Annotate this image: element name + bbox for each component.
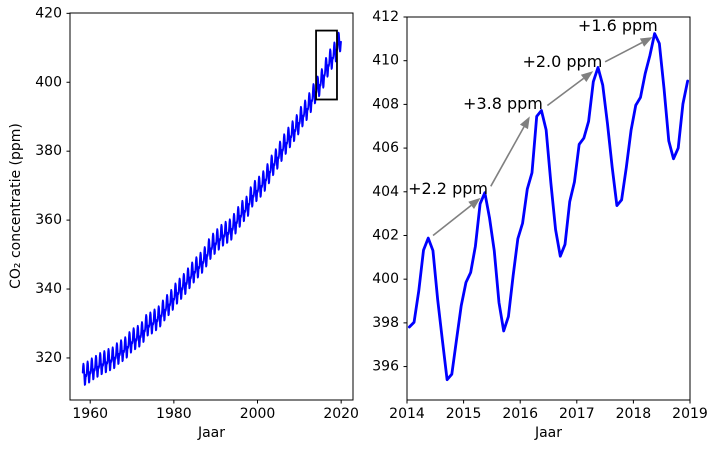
annual-increase-arrow xyxy=(604,41,643,63)
arrowhead xyxy=(468,197,481,209)
annual-increase-arrow xyxy=(490,126,525,187)
y-tick-label: 412 xyxy=(372,9,399,25)
y-tick-label: 398 xyxy=(372,315,399,331)
y-tick-label: 420 xyxy=(35,5,62,21)
y-tick-label: 360 xyxy=(35,212,62,228)
y-tick-label: 400 xyxy=(372,271,399,287)
x-tick-label: 2014 xyxy=(389,406,425,422)
y-tick-label: 380 xyxy=(35,143,62,159)
keeling-curve-line xyxy=(81,31,342,386)
annual-increase-arrow xyxy=(546,77,585,107)
x-tick-label: 2017 xyxy=(559,406,595,422)
arrowhead xyxy=(639,37,653,47)
co2-zoom-line xyxy=(407,32,690,382)
y-axis-label-left: CO₂ concentratie (ppm) xyxy=(8,123,24,289)
y-tick-label: 410 xyxy=(372,53,399,69)
y-tick-label: 320 xyxy=(35,350,62,366)
x-tick-label: 2020 xyxy=(323,406,359,422)
annual-increase-arrow xyxy=(432,204,472,237)
x-tick-label: 2000 xyxy=(240,406,276,422)
y-tick-label: 404 xyxy=(372,184,399,200)
x-tick-label: 2018 xyxy=(616,406,652,422)
y-tick-label: 400 xyxy=(35,74,62,90)
annual-increase-label: +2.2 ppm xyxy=(408,179,488,198)
axes-spines xyxy=(69,12,354,401)
annual-increase-label: +2.0 ppm xyxy=(522,52,602,71)
y-tick-label: 406 xyxy=(372,140,399,156)
y-tick-label: 402 xyxy=(372,227,399,243)
y-tick-label: 396 xyxy=(372,359,399,375)
y-tick-label: 408 xyxy=(372,96,399,112)
zoom-region-rectangle xyxy=(315,29,338,101)
x-tick-label: 1980 xyxy=(156,406,192,422)
x-tick-label: 2015 xyxy=(446,406,482,422)
annual-increase-label: +3.8 ppm xyxy=(463,94,543,113)
arrowhead xyxy=(580,71,594,83)
axes-spines xyxy=(406,16,691,401)
arrowhead xyxy=(519,116,530,130)
x-tick-label: 2016 xyxy=(502,406,538,422)
x-tick-label: 1960 xyxy=(72,406,108,422)
x-tick-label: 2019 xyxy=(672,406,708,422)
y-tick-label: 340 xyxy=(35,281,62,297)
annual-increase-label: +1.6 ppm xyxy=(578,16,658,35)
x-axis-label-left: Jaar xyxy=(197,425,226,441)
x-axis-label-right: Jaar xyxy=(534,425,563,441)
